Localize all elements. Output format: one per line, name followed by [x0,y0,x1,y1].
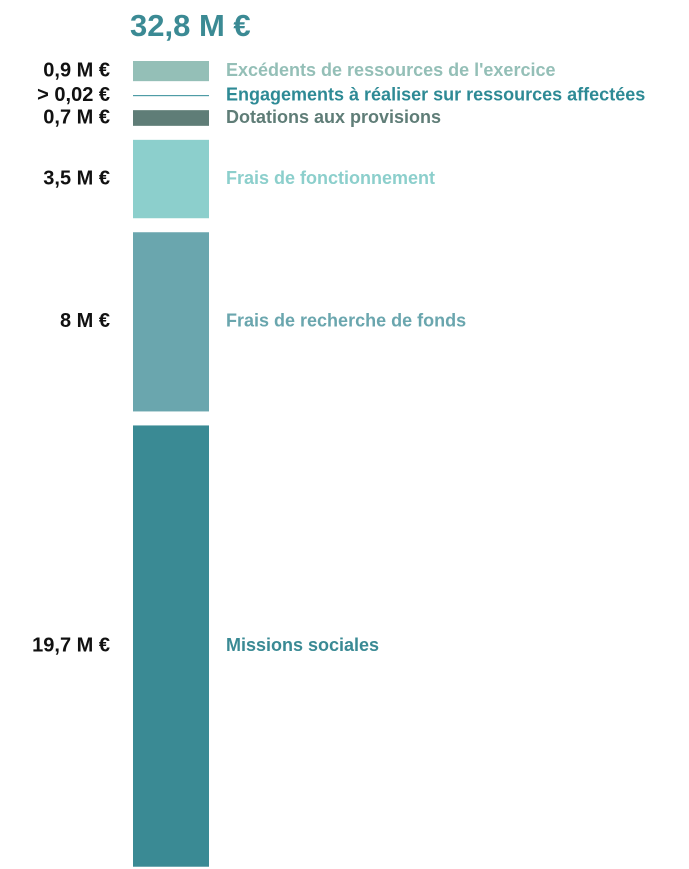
category-label: Dotations aux provisions [226,107,441,127]
bar-segment [133,139,209,219]
bar-segment [133,232,209,412]
value-label: 3,5 M € [43,167,110,189]
category-label: Missions sociales [226,635,379,655]
value-label: 0,7 M € [43,106,110,128]
category-label: Frais de recherche de fonds [226,311,466,331]
bar-segment [133,61,209,82]
value-label: 19,7 M € [32,634,110,656]
value-label: 0,9 M € [43,59,110,81]
bar-segment [133,95,209,97]
chart-title: 32,8 M € [130,8,251,43]
category-label: Excédents de ressources de l'exercice [226,60,555,80]
value-label: 8 M € [60,310,110,332]
value-label: > 0,02 € [37,84,110,106]
bar-segment [133,110,209,126]
category-label: Engagements à réaliser sur ressources af… [226,84,645,104]
bar-segment [133,425,209,867]
category-label: Frais de fonctionnement [226,168,435,188]
